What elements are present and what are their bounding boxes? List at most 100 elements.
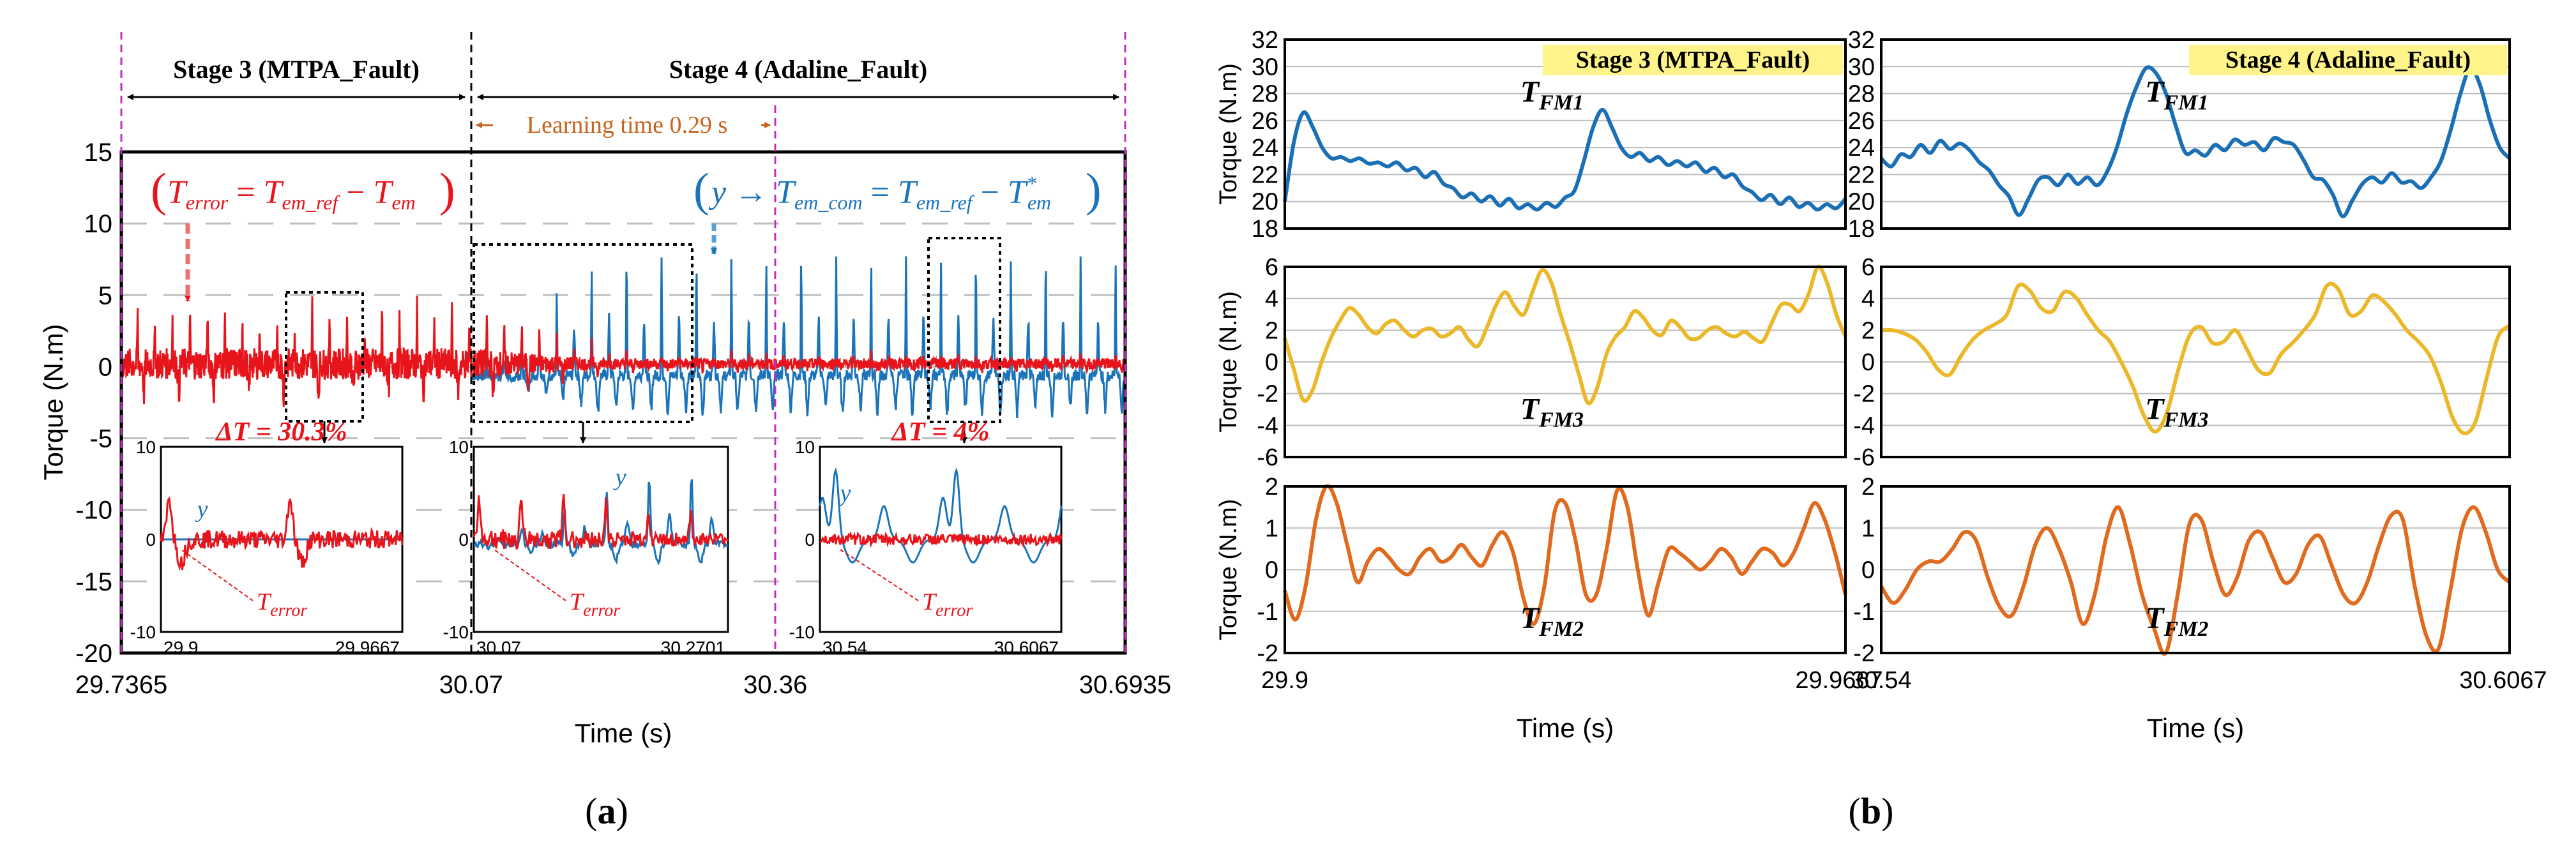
inset-xtick-start: 30.54 [822,638,867,657]
ytick-label: 30 [1848,54,1875,80]
series-name-label: TFM1 [1520,75,1584,115]
ytick-label: 4 [1861,286,1875,313]
subplot-fm2-col2: 2 1 0 -1 -2 TFM2 30.54 30.6067 Time (s) [1851,474,2547,743]
inset-ytick-label: 10 [795,437,815,457]
ytick-label: -1 [1257,599,1278,626]
panel-b-xlabel: Time (s) [1517,713,1614,743]
svg-text:): ) [439,164,455,216]
series-fm1-line [1879,65,2512,218]
subplot-fm3-col1: 6 4 2 0 -2 -4 -6 TFM3 [1257,254,1847,471]
ytick-label: -4 [1853,412,1875,439]
ytick-label: 0 [1861,349,1875,376]
inset-error-line [473,493,729,550]
ytick-label: 20 [1252,189,1278,216]
ytick-label: 24 [1848,135,1875,161]
ytick-label: 0 [1265,349,1278,376]
inset-error-pointer [179,548,254,601]
ytick-label: -2 [1853,381,1875,408]
ytick-label: -6 [1853,444,1875,471]
ytick-label: 26 [1252,108,1278,135]
subplot-frame [1880,38,2511,230]
xtick-start: 30.54 [1851,667,1911,694]
ytick-label: 18 [1848,216,1875,243]
inset-y-line [819,467,1063,564]
panel-a-series [120,256,1126,418]
ytick-label: 15 [84,139,113,167]
series-name-label: TFM3 [1520,392,1584,432]
series-error-line [120,296,1126,407]
xtick-end: 29.9667 [1795,667,1883,694]
series-fm2-line [1879,505,2512,656]
ytick-label: 30 [1252,54,1278,80]
ytick-label: 0 [1265,557,1278,584]
ytick-label: 28 [1252,81,1278,108]
xtick-start: 29.9 [1261,667,1308,694]
ytick-label: -20 [75,640,112,668]
ytick-label: 1 [1861,515,1875,542]
inset-error-line [160,496,404,571]
ytick-label: -2 [1257,381,1278,408]
subplot-frame [1880,485,2511,654]
ytick-label: -4 [1257,412,1278,439]
inset-delta-label: ΔT = 4% [891,417,990,447]
ytick-label: 22 [1252,161,1278,188]
inset-ytick-label: -10 [443,622,469,642]
inset-error-pointer [838,548,919,601]
subplot-fm3-col2: 6 4 2 0 -2 -4 -6 TFM3 [1853,254,2512,471]
ytick-label: -1 [1853,599,1875,626]
ytick-label: 1 [1265,515,1278,542]
panel-a-xlabel: Time (s) [575,718,672,748]
learning-time-label-bg [493,109,761,140]
series-name-label: TFM1 [2145,75,2208,115]
series-fm3-line [1283,264,1847,406]
ytick-label: 20 [1848,189,1875,216]
inset-ytick-label: 0 [458,530,469,550]
series-fm2-line [1283,484,1847,626]
ytick-label: -10 [75,497,112,525]
ytick-label: 26 [1848,108,1875,135]
panel-a-tick-labels: 15 10 5 0 -5 -10 -15 -20 29.7365 30.07 30.36 30.693… [75,139,1172,699]
stage4-label: Stage 4 (Adaline_Fault) [669,55,927,84]
column-title: Stage 4 (Adaline_Fault) [2225,47,2471,73]
xtick-label: 30.07 [439,671,503,699]
inset-error-line [819,530,1063,549]
panel-a-label: (a) [585,790,628,832]
inset-error-label: Terror [257,589,307,620]
ytick-label: 28 [1848,81,1875,108]
column-title: Stage 3 (MTPA_Fault) [1576,47,1810,73]
ytick-label: -2 [1257,640,1278,667]
inset-ytick-label: 10 [136,437,156,457]
ytick-label: 22 [1848,161,1875,188]
ytick-label: -6 [1257,444,1278,471]
series-name-label: TFM2 [1520,601,1584,641]
ytick-label: 5 [98,282,112,310]
ytick-label: 0 [1861,557,1875,584]
inset-y-label: y [195,496,208,523]
inset-xtick-end: 30.2701 [661,638,725,657]
ytick-label: 32 [1252,27,1278,54]
equation-y: ( y → Tem_com = Tem_ref − T* em ) [693,164,1102,216]
inset-delta-label: ΔT = 30.3% [215,417,347,447]
ytick-label: 4 [1265,286,1278,313]
series-fm3-line [1881,282,2512,435]
ytick-label: 2 [1861,317,1875,344]
zoom-box-2 [473,243,693,423]
panel-b-label: (b) [1849,790,1894,832]
svg-text:Terror = Tem_ref − Tem: Terror = Tem_ref − Tem [167,174,416,214]
ytick-label: -15 [75,568,112,596]
zoom-insets: 10 0 -10 29.9 29.9667 ΔT = 30.3% y Terror 10 0 -10… [130,417,1063,657]
svg-text:): ) [1086,164,1102,216]
series-fm1-line [1283,107,1847,212]
learning-time-label: Learning time 0.29 s [527,112,727,139]
ytick-label: 2 [1265,317,1278,344]
inset-2: 10 0 -10 30.07 30.2701 y Terror [443,437,729,657]
inset-1: 10 0 -10 29.9 29.9667 ΔT = 30.3% y Terror [130,417,404,657]
xtick-end: 30.6067 [2459,667,2547,694]
inset-ytick-label: 0 [805,530,815,550]
subplot-frame [1284,485,1847,654]
svg-text:(: ( [693,164,709,216]
